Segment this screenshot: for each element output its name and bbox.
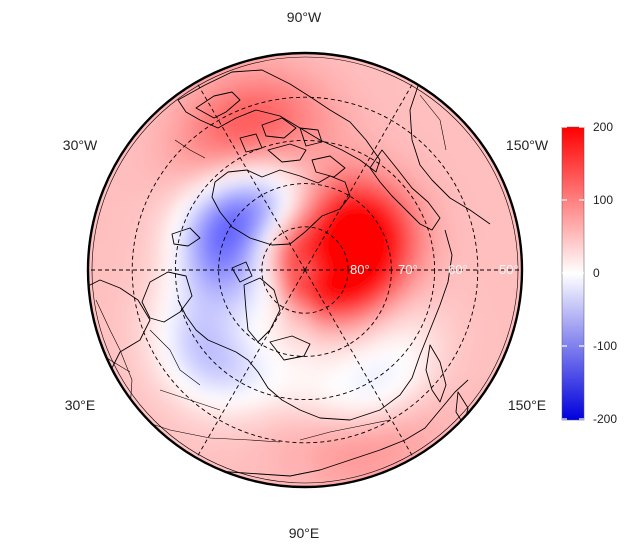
lon-label-90e: 90°E bbox=[289, 525, 320, 541]
map-border bbox=[86, 51, 524, 489]
svalbard-coast bbox=[231, 261, 253, 283]
field-cell bbox=[171, 54, 225, 87]
eurasia-arctic-coast bbox=[177, 229, 453, 421]
field-cell bbox=[407, 54, 460, 99]
colorbar-label-0: 0 bbox=[593, 266, 600, 280]
novaya-zemlya-coast bbox=[243, 277, 281, 343]
lon-label-150w: 150°W bbox=[506, 137, 549, 153]
colorbar-label-100: 100 bbox=[593, 193, 613, 207]
field-cell bbox=[89, 350, 122, 404]
colorbar-label-neg200: -200 bbox=[593, 412, 617, 426]
colorbar: 200 100 0 -100 -200 bbox=[561, 120, 617, 426]
map-border-inner bbox=[91, 56, 519, 484]
field-cell bbox=[363, 54, 416, 77]
border-line bbox=[174, 139, 206, 159]
colorbar-label-neg100: -100 bbox=[593, 339, 617, 353]
border-line bbox=[95, 299, 133, 411]
field-cell bbox=[298, 283, 310, 296]
field-cell bbox=[171, 453, 225, 486]
field-cell bbox=[298, 272, 311, 285]
graticule bbox=[89, 82, 521, 458]
field-cell bbox=[268, 469, 319, 486]
lat-label-70: 70° bbox=[398, 262, 418, 277]
border-line bbox=[149, 329, 201, 386]
border-line bbox=[419, 94, 447, 151]
greenland-coast bbox=[211, 169, 351, 246]
field-cell bbox=[194, 463, 247, 486]
field-cell bbox=[194, 54, 247, 77]
scandinavia-coast bbox=[141, 271, 193, 323]
lon-label-90w: 90°W bbox=[287, 9, 322, 25]
field-cell bbox=[112, 77, 165, 130]
field-cell bbox=[385, 453, 439, 486]
canadian-archipelago-coast bbox=[239, 117, 346, 178]
field-cell bbox=[498, 159, 521, 212]
field-cell bbox=[95, 392, 149, 445]
lat-label-80: 80° bbox=[350, 262, 370, 277]
meridian--30 bbox=[304, 82, 414, 271]
field-cell bbox=[461, 392, 515, 445]
border-line bbox=[139, 419, 281, 443]
lon-label-150e: 150°E bbox=[508, 397, 546, 413]
field-cell bbox=[385, 54, 439, 87]
field-cell bbox=[363, 463, 416, 486]
lat-label-60: 60° bbox=[448, 262, 468, 277]
meridian-150 bbox=[196, 269, 306, 458]
field-cell bbox=[89, 328, 112, 381]
lat-label-50: 50° bbox=[499, 262, 519, 277]
field-cell bbox=[95, 95, 149, 148]
alaska-coast bbox=[369, 149, 441, 231]
colorbar-gradient bbox=[562, 127, 584, 420]
colorbar-label-200: 200 bbox=[593, 120, 613, 134]
field-cell bbox=[498, 328, 521, 381]
taymyr-coast bbox=[269, 335, 311, 361]
field-cell bbox=[89, 159, 112, 212]
field-cell bbox=[112, 410, 165, 463]
iceland-coast bbox=[171, 227, 201, 247]
field-cell bbox=[130, 60, 183, 114]
field-cell bbox=[427, 60, 480, 114]
lon-label-30e: 30°E bbox=[65, 397, 96, 413]
field-cell bbox=[150, 441, 204, 486]
field-cell bbox=[445, 410, 498, 463]
field-cell bbox=[427, 426, 480, 480]
meridian--150 bbox=[304, 269, 414, 458]
coastlines bbox=[89, 69, 491, 477]
lon-label-30w: 30°W bbox=[63, 137, 98, 153]
meridian-30 bbox=[196, 82, 306, 271]
latitude-circle-50 bbox=[131, 96, 479, 444]
field-cell bbox=[407, 441, 460, 486]
field-cell bbox=[445, 77, 498, 130]
kamchatka-coast bbox=[425, 344, 447, 403]
north-america-coast bbox=[177, 69, 381, 173]
border-line bbox=[299, 419, 391, 441]
field-cell bbox=[130, 426, 183, 480]
field-cell bbox=[488, 350, 521, 404]
border-line bbox=[159, 389, 221, 411]
hudson-bay-coast bbox=[195, 91, 241, 119]
